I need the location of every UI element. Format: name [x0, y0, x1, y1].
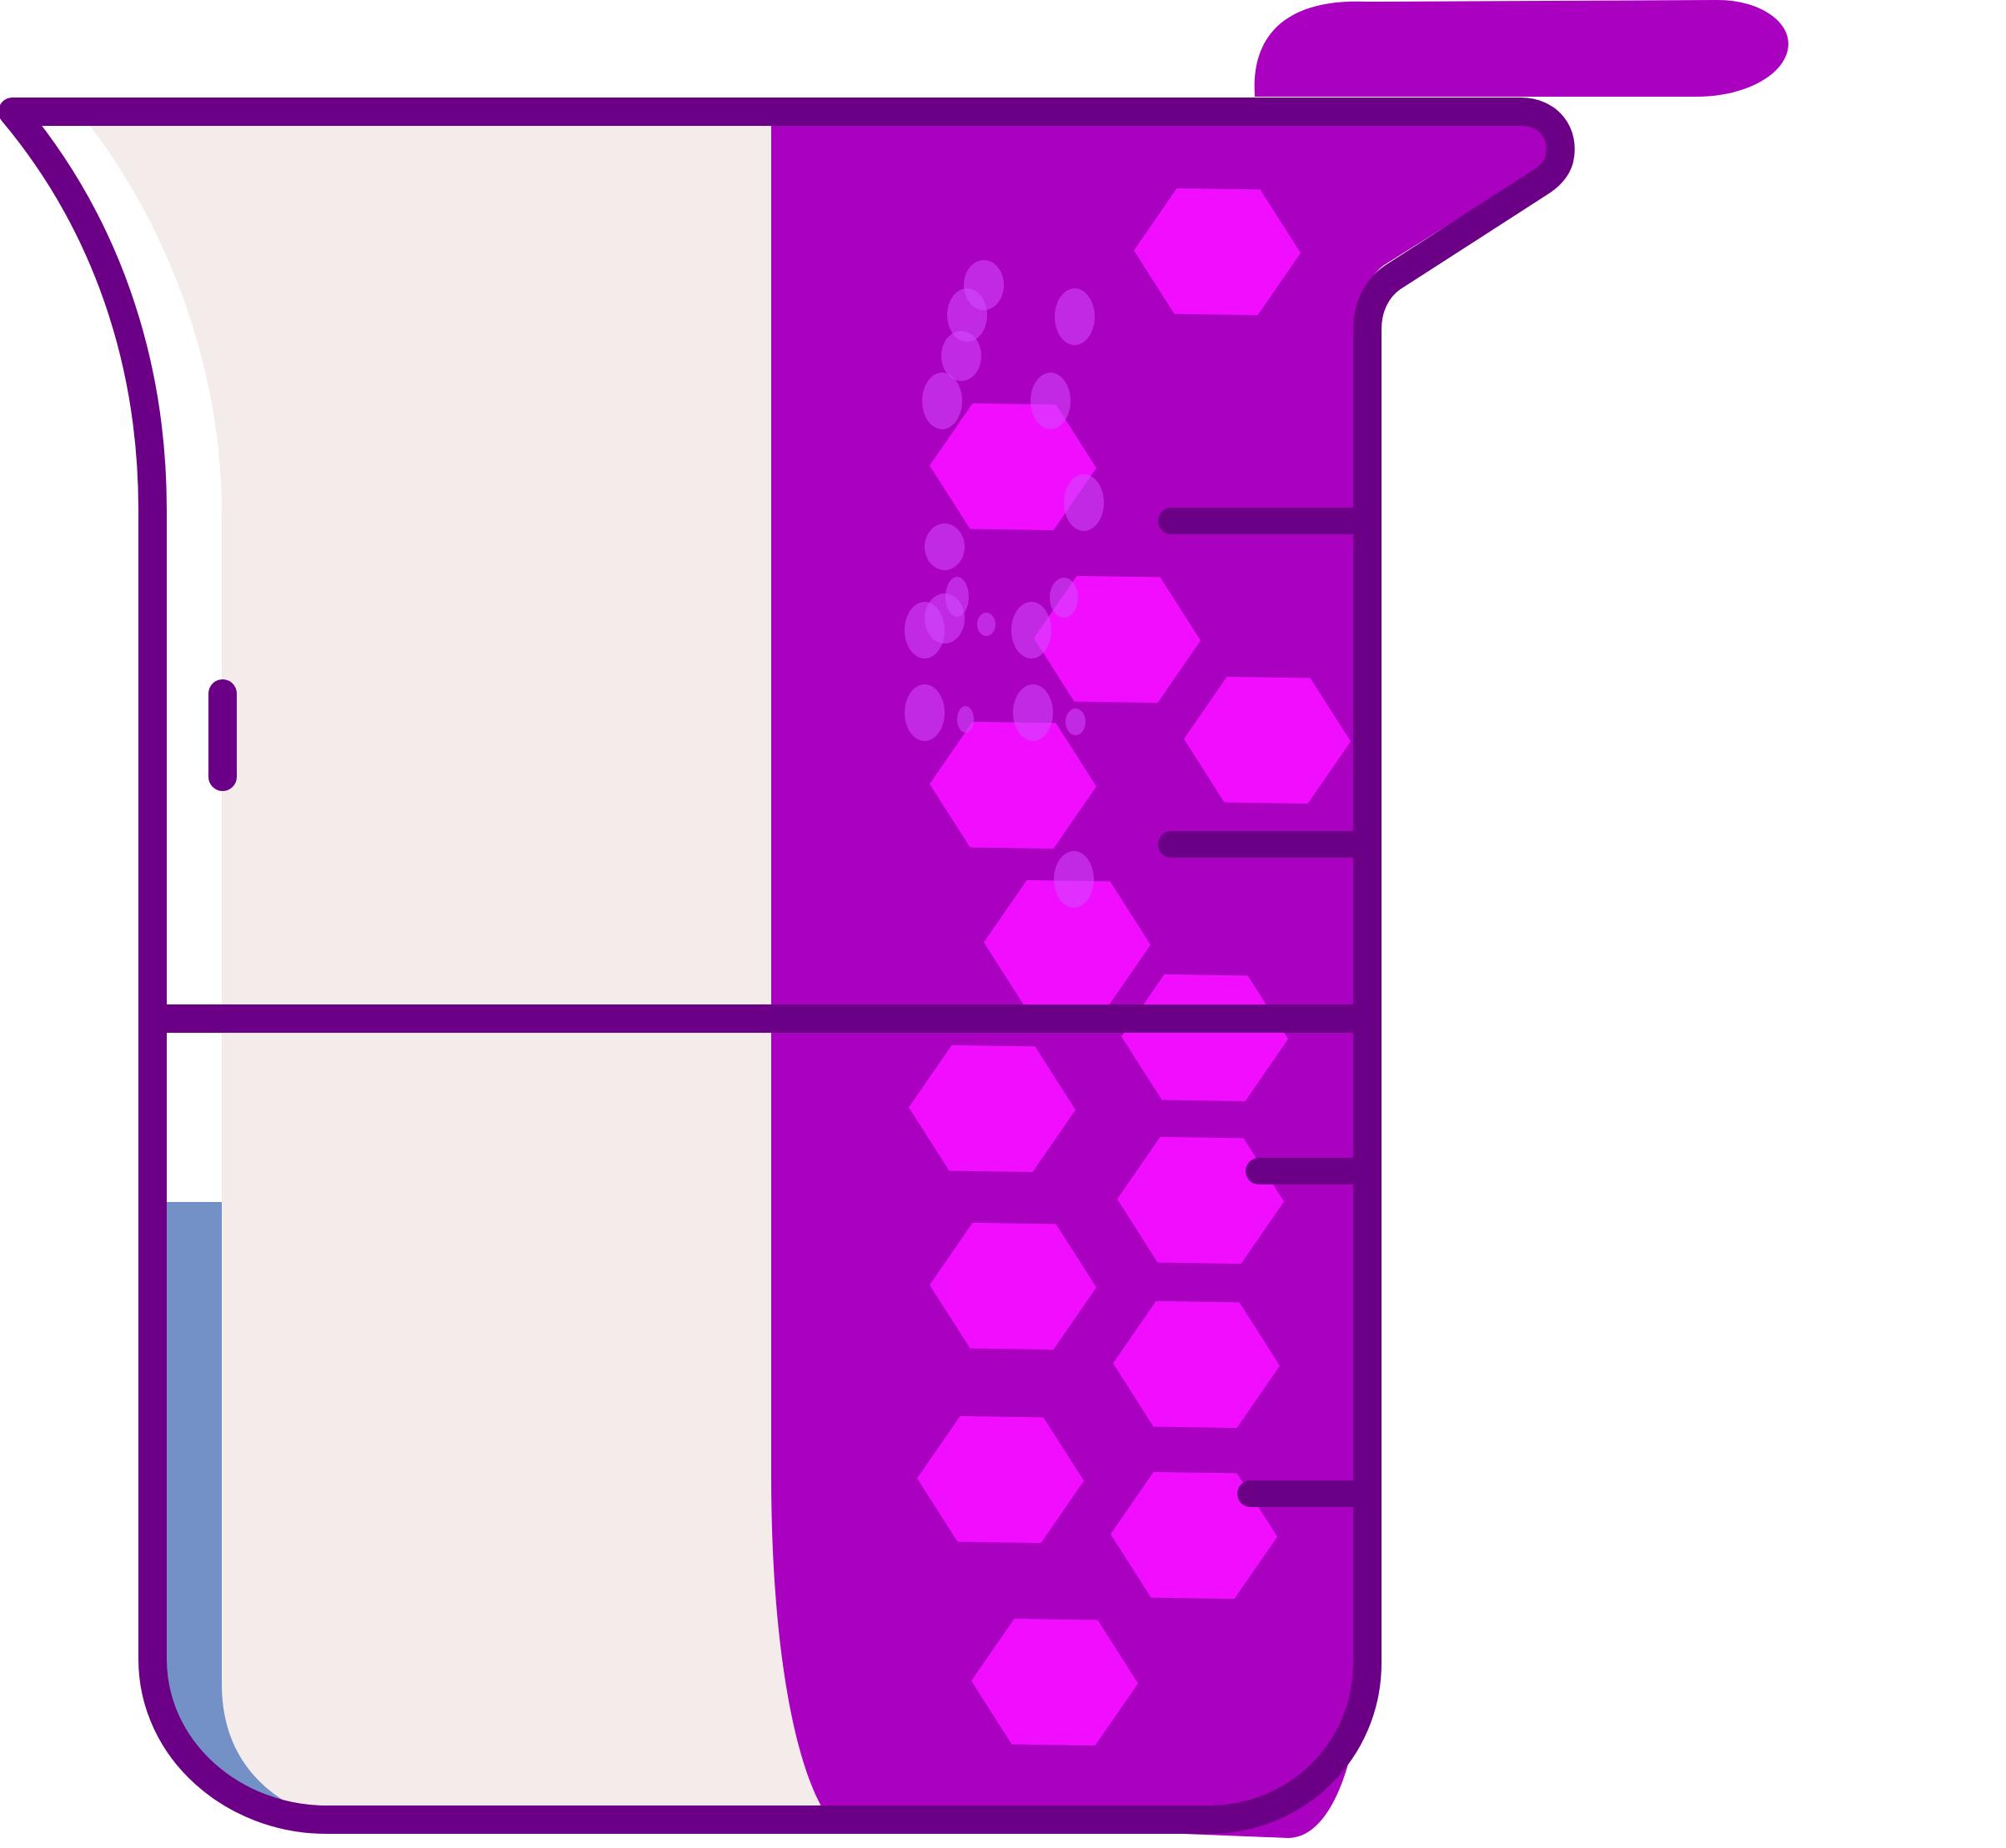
bubble-icon	[1050, 578, 1078, 618]
glass-highlight	[33, 123, 325, 1820]
hexagon-particle-icon	[1134, 188, 1301, 316]
bubble-icon	[1054, 851, 1094, 908]
hexagon-particle-icon	[930, 721, 1096, 849]
bubble-icon	[922, 373, 962, 429]
bubbles	[905, 260, 1104, 908]
bubble-icon	[1031, 373, 1071, 429]
bubble-icon	[905, 684, 945, 741]
hexagon-particle-icon	[917, 1415, 1084, 1544]
hexagon-particle-icon	[1184, 676, 1351, 804]
bubble-icon	[905, 602, 945, 659]
hexagon-particle-icon	[984, 879, 1151, 1008]
bubble-icon	[977, 613, 995, 636]
hexagon-particle-icon	[1117, 1136, 1284, 1265]
bubble-icon	[1011, 602, 1051, 659]
hexagon-particle-icon	[930, 403, 1096, 531]
bubble-icon	[925, 523, 965, 570]
bubble-icon	[941, 331, 981, 381]
bubble-icon	[1064, 474, 1104, 531]
hexagon-particle-icon	[1113, 1300, 1280, 1429]
hexagon-particles	[909, 188, 1351, 1746]
pour-stream	[1254, 0, 1788, 97]
bubble-icon	[1066, 709, 1086, 735]
bubble-icon	[1013, 684, 1053, 741]
bubble-icon	[957, 706, 974, 733]
beaker-outline	[0, 98, 1575, 1834]
hexagon-particle-icon	[930, 1222, 1096, 1350]
hexagon-particle-icon	[909, 1044, 1076, 1173]
graduation-marks	[1158, 508, 1374, 1507]
bubble-icon	[1055, 288, 1095, 345]
blue-liquid-left	[160, 1202, 325, 1820]
hexagon-particle-icon	[971, 1618, 1138, 1746]
hexagon-particle-icon	[1111, 1471, 1277, 1600]
bubble-icon	[947, 288, 987, 342]
